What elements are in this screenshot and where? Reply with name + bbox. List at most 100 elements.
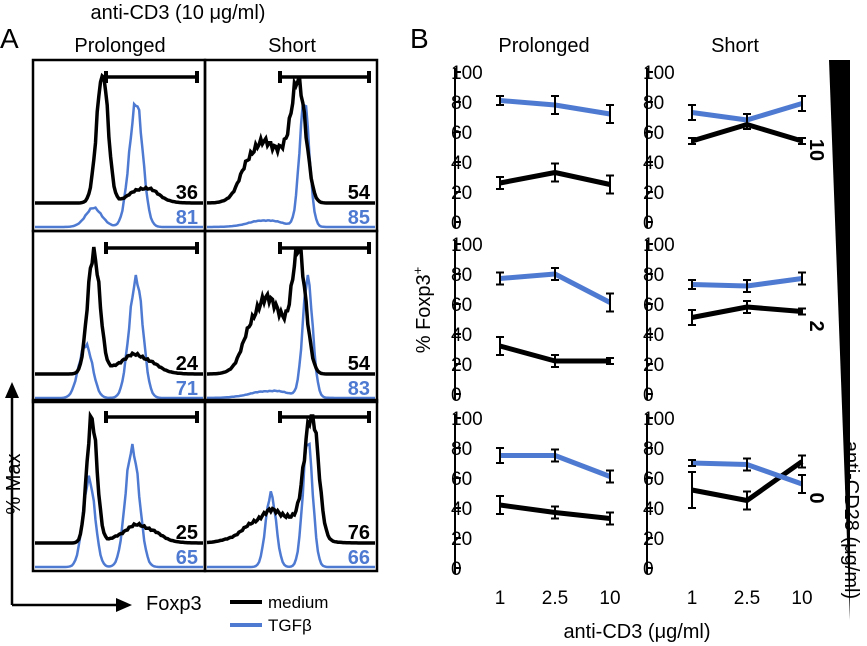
gate-percent-medium: 25	[176, 522, 198, 544]
panel-a-axes	[5, 382, 132, 612]
error-bar	[606, 469, 614, 484]
error-bar	[496, 176, 504, 190]
error-bar	[496, 336, 504, 356]
histogram-frame	[203, 398, 379, 573]
y-tick-label: 100	[643, 235, 675, 256]
error-bar	[688, 104, 696, 121]
gate-percent-medium: 54	[348, 353, 371, 375]
error-bar	[743, 279, 751, 293]
y-tick-label: 20	[643, 355, 664, 376]
error-bar	[798, 271, 806, 286]
error-bar	[551, 95, 559, 115]
error-bar	[798, 474, 806, 494]
error-bar	[688, 309, 696, 326]
y-tick-label: 100	[643, 63, 675, 84]
anti-cd28-label: anti-CD28 (μg/ml)	[840, 441, 862, 599]
histogram-frame	[31, 58, 207, 233]
histogram-frame	[203, 58, 379, 233]
y-tick-label: 60	[643, 469, 664, 490]
line-panel: 100 80 60 40 20 0	[451, 409, 614, 580]
gate-percent-tgfb: 65	[176, 547, 198, 569]
histogram-medium-trace	[206, 414, 375, 545]
line-panel: 100 80 60 40 20 0	[643, 409, 806, 580]
y-tick-label: 20	[451, 355, 472, 376]
error-bar	[688, 459, 696, 467]
error-bar	[551, 448, 559, 463]
y-tick-label: 40	[451, 153, 472, 174]
gate-percent-tgfb: 81	[176, 207, 198, 229]
error-bar	[551, 162, 559, 183]
y-tick-label: 80	[451, 93, 472, 114]
error-bar	[743, 457, 751, 472]
anti-cd28-wedge	[829, 60, 850, 620]
legend-label-tgfb: TGFβ	[268, 616, 312, 635]
y-tick-label: 100	[451, 63, 483, 84]
error-bar	[743, 113, 751, 127]
y-tick-label: 80	[643, 265, 664, 286]
panel-b-label: B	[410, 23, 429, 54]
gate-percent-medium: 76	[348, 522, 370, 544]
row-label-2: 2	[805, 320, 827, 331]
error-bar	[496, 495, 504, 515]
x-tick-label: 1	[495, 588, 506, 609]
panel-a-label: A	[0, 23, 19, 54]
histogram-medium-trace	[35, 410, 203, 545]
y-tick-label: 0	[451, 213, 462, 234]
error-bar	[743, 490, 751, 511]
y-tick-label: 80	[643, 439, 664, 460]
histogram-tgfb-trace	[35, 443, 203, 569]
error-bar	[743, 300, 751, 314]
panel-a-title: anti-CD3 (10 μg/ml)	[91, 2, 266, 24]
panel-a-col-header-short: Short	[268, 35, 316, 57]
y-tick-label: 80	[451, 439, 472, 460]
error-bar	[606, 357, 614, 365]
histogram-medium-trace	[35, 246, 203, 376]
gate-percent-tgfb: 85	[348, 207, 370, 229]
histogram-tgfb-trace	[207, 101, 375, 229]
y-tick-label: 40	[643, 499, 664, 520]
error-bar	[688, 137, 696, 145]
y-tick-label: 0	[643, 213, 654, 234]
histogram-frame	[203, 229, 379, 404]
error-bar	[798, 137, 806, 145]
y-tick-label: 40	[643, 153, 664, 174]
error-bar	[496, 95, 504, 106]
line-panel: 100 80 60 40 20 0	[451, 63, 614, 234]
y-tick-label: 100	[643, 409, 675, 430]
panel-b-xlabel: anti-CD3 (μg/ml)	[563, 621, 710, 643]
y-tick-label: 60	[643, 295, 664, 316]
error-bar	[688, 471, 696, 509]
x-tick-label: 10	[599, 588, 620, 609]
panel-b-col-header-prolonged: Prolonged	[498, 35, 589, 57]
legend-label-medium: medium	[268, 593, 328, 612]
error-bar	[606, 104, 614, 124]
panel-a-ylabel: % Max	[3, 453, 25, 514]
y-tick-label: 80	[643, 93, 664, 114]
error-bar	[798, 95, 806, 112]
gate-percent-tgfb: 83	[348, 378, 370, 400]
line-panel: 100 80 60 40 20 0	[643, 235, 806, 406]
gate-percent-medium: 36	[176, 182, 198, 204]
histogram-tgfb-trace	[207, 442, 375, 569]
y-tick-label: 40	[451, 499, 472, 520]
panel-a-xlabel: Foxp3	[146, 593, 202, 615]
y-tick-label: 60	[451, 123, 472, 144]
y-tick-label: 20	[643, 529, 664, 550]
panel-a-col-header-prolonged: Prolonged	[74, 35, 165, 57]
y-tick-label: 60	[451, 469, 472, 490]
histogram-medium-trace	[207, 75, 375, 205]
error-bar	[688, 279, 696, 290]
legend: medium TGFβ	[230, 593, 328, 635]
gate-percent-tgfb: 66	[348, 547, 370, 569]
y-tick-label: 100	[451, 409, 483, 430]
gate-percent-medium: 54	[348, 182, 371, 204]
error-bar	[606, 292, 614, 313]
error-bar	[496, 447, 504, 464]
panel-b-ylabel: % Foxp3+	[410, 267, 435, 354]
y-tick-label: 40	[643, 325, 664, 346]
error-bar	[606, 511, 614, 526]
